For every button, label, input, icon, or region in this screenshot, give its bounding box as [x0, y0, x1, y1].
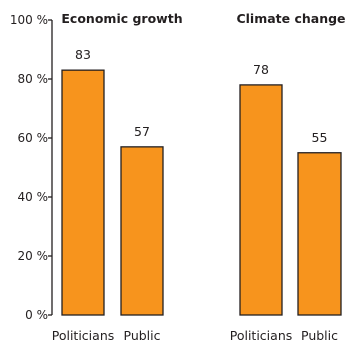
bar-value-label: 55: [312, 130, 328, 145]
category-label: Politicians: [230, 328, 293, 343]
category-label: Public: [124, 328, 161, 343]
y-tick-label: 20 %: [18, 249, 49, 263]
bar: [239, 84, 283, 316]
bar: [297, 152, 342, 316]
group-titles: Economic growth Climate change: [61, 11, 345, 26]
y-ticks: 0 % 20 % 40 % 60 % 80 % 100 %: [10, 13, 52, 322]
bar: [61, 69, 105, 316]
y-tick-label: 100 %: [10, 13, 48, 27]
y-tick-label: 0 %: [25, 308, 48, 322]
group-title: Climate change: [236, 11, 345, 26]
bar-value-label: 57: [134, 124, 150, 139]
y-tick-label: 60 %: [18, 131, 49, 145]
y-tick-label: 40 %: [18, 190, 49, 204]
y-tick-label: 80 %: [18, 72, 49, 86]
category-label: Public: [301, 328, 338, 343]
group-title: Economic growth: [61, 11, 182, 26]
y-axis: 0 % 20 % 40 % 60 % 80 % 100 %: [10, 13, 53, 322]
bars: [61, 69, 342, 316]
value-labels: 83 57 78 55: [75, 47, 327, 145]
category-label: Politicians: [52, 328, 115, 343]
bar-value-label: 78: [253, 62, 269, 77]
category-labels: Politicians Public Politicians Public: [52, 328, 338, 343]
bar: [120, 146, 164, 316]
bar-value-label: 83: [75, 47, 91, 62]
